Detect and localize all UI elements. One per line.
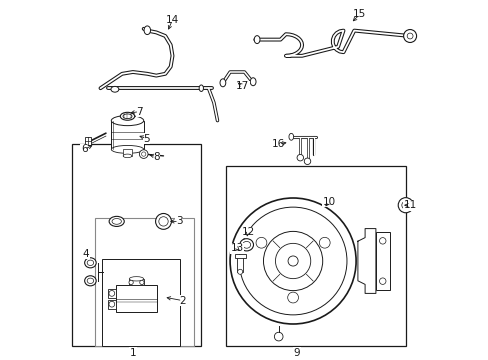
- Ellipse shape: [199, 85, 203, 91]
- Circle shape: [129, 280, 133, 284]
- Ellipse shape: [123, 114, 132, 118]
- Bar: [85, 137, 91, 145]
- Text: 1: 1: [129, 348, 136, 358]
- Circle shape: [256, 237, 266, 248]
- Circle shape: [263, 231, 322, 291]
- Bar: [116, 285, 157, 312]
- Text: 13: 13: [230, 243, 244, 253]
- Text: 11: 11: [403, 200, 416, 210]
- Circle shape: [401, 201, 409, 209]
- Bar: [72, 144, 201, 346]
- Bar: [95, 218, 194, 346]
- Text: 14: 14: [165, 15, 179, 25]
- Ellipse shape: [111, 145, 143, 153]
- Text: 17: 17: [236, 81, 249, 91]
- Ellipse shape: [87, 278, 94, 284]
- Text: 12: 12: [241, 227, 254, 237]
- Circle shape: [287, 292, 298, 303]
- Circle shape: [275, 243, 310, 279]
- Ellipse shape: [120, 112, 134, 120]
- Ellipse shape: [84, 258, 96, 268]
- Ellipse shape: [220, 79, 225, 87]
- Circle shape: [403, 30, 416, 42]
- Bar: [108, 289, 116, 298]
- Circle shape: [304, 158, 310, 165]
- Text: 2: 2: [179, 296, 185, 306]
- Ellipse shape: [254, 36, 260, 44]
- Ellipse shape: [250, 78, 256, 86]
- Ellipse shape: [109, 216, 124, 226]
- Circle shape: [397, 198, 412, 213]
- Polygon shape: [357, 229, 375, 293]
- Text: 15: 15: [352, 9, 366, 19]
- Text: 7: 7: [136, 107, 142, 117]
- Bar: [234, 254, 245, 258]
- Bar: [375, 232, 389, 290]
- Ellipse shape: [144, 26, 150, 35]
- Circle shape: [159, 217, 168, 226]
- Text: 16: 16: [271, 139, 285, 149]
- Ellipse shape: [123, 154, 132, 158]
- Ellipse shape: [112, 219, 121, 224]
- Bar: [226, 166, 406, 346]
- Circle shape: [140, 280, 144, 284]
- Ellipse shape: [288, 133, 293, 140]
- Ellipse shape: [242, 241, 250, 248]
- Text: 10: 10: [322, 197, 335, 207]
- Text: 4: 4: [82, 249, 89, 259]
- Circle shape: [319, 237, 329, 248]
- Circle shape: [155, 213, 171, 229]
- Circle shape: [274, 332, 283, 341]
- Ellipse shape: [129, 276, 143, 281]
- Ellipse shape: [111, 116, 143, 126]
- Text: 5: 5: [143, 134, 150, 144]
- Circle shape: [296, 154, 303, 161]
- Ellipse shape: [84, 276, 96, 286]
- Text: 8: 8: [153, 152, 159, 162]
- Text: 6: 6: [81, 144, 87, 154]
- Bar: [108, 300, 116, 309]
- Bar: [237, 257, 243, 272]
- Circle shape: [237, 269, 242, 274]
- Circle shape: [379, 238, 385, 244]
- Bar: [102, 259, 179, 346]
- Bar: [111, 121, 143, 149]
- Circle shape: [239, 207, 346, 315]
- Ellipse shape: [111, 86, 119, 92]
- Text: 3: 3: [175, 216, 182, 226]
- Circle shape: [109, 301, 115, 307]
- Circle shape: [287, 256, 298, 266]
- Circle shape: [141, 152, 145, 156]
- Ellipse shape: [87, 260, 94, 266]
- Circle shape: [109, 291, 115, 296]
- Text: 9: 9: [293, 348, 300, 358]
- Circle shape: [230, 198, 355, 324]
- Bar: [123, 149, 132, 156]
- Bar: [129, 279, 143, 285]
- Ellipse shape: [239, 239, 253, 251]
- Circle shape: [379, 278, 385, 284]
- Circle shape: [407, 33, 412, 39]
- Circle shape: [139, 150, 148, 158]
